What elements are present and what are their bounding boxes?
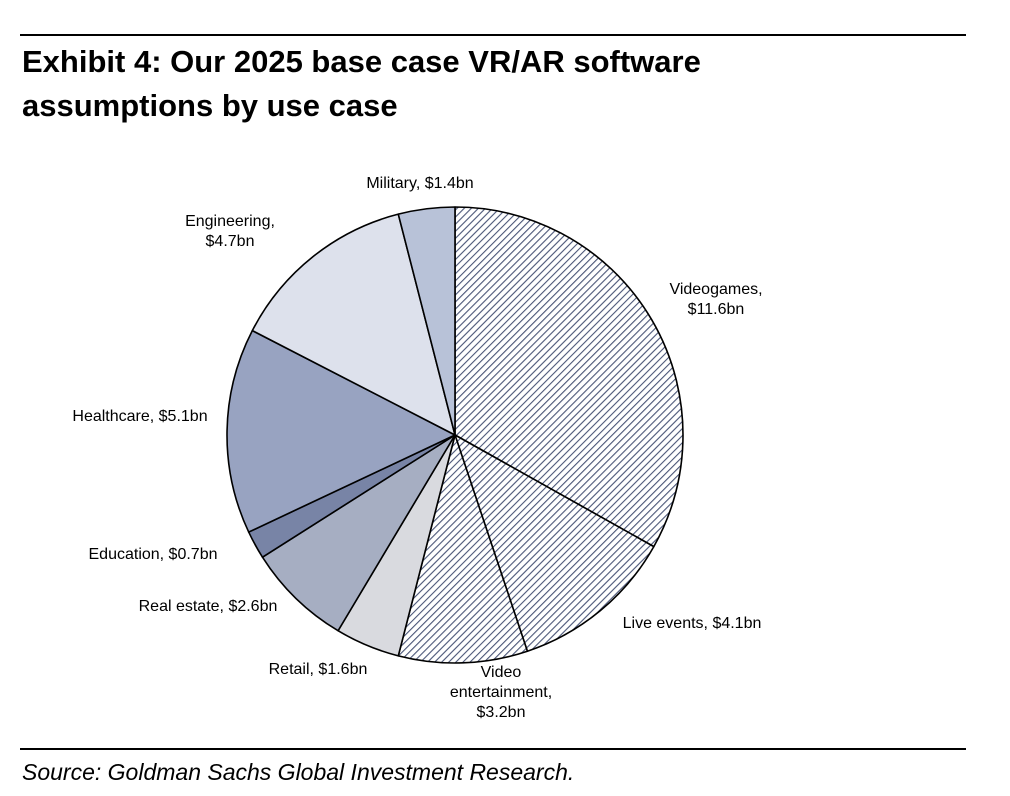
- label-videogames-line-1: Videogames,: [669, 281, 762, 298]
- label-engineering-line-2: $4.7bn: [206, 233, 255, 250]
- label-engineering-line-1: Engineering,: [185, 213, 275, 230]
- label-videogames: Videogames, $11.6bn: [669, 281, 762, 318]
- chart-title-line-1: Exhibit 4: Our 2025 base case VR/AR soft…: [22, 44, 701, 79]
- label-military: Military, $1.4bn: [366, 175, 473, 192]
- label-healthcare-line-1: Healthcare, $5.1bn: [72, 408, 207, 425]
- chart-title: Exhibit 4: Our 2025 base case VR/AR soft…: [22, 40, 922, 128]
- pie-slices: [226, 206, 684, 664]
- label-education-line-1: Education, $0.7bn: [89, 546, 218, 563]
- label-video-entertainment-line-2: entertainment,: [450, 684, 552, 701]
- label-retail-line-1: Retail, $1.6bn: [269, 661, 368, 678]
- source-note: Source: Goldman Sachs Global Investment …: [22, 759, 575, 785]
- label-live-events-line-1: Live events, $4.1bn: [623, 615, 762, 632]
- pie-labels: Videogames, $11.6bn Live events, $4.1bn Vid…: [72, 175, 762, 721]
- label-retail: Retail, $1.6bn: [269, 661, 368, 678]
- label-real-estate: Real estate, $2.6bn: [139, 598, 278, 615]
- chart-title-line-2: assumptions by use case: [22, 88, 398, 123]
- label-video-entertainment-line-1: Video: [481, 664, 522, 681]
- label-education: Education, $0.7bn: [89, 546, 218, 563]
- label-video-entertainment-line-3: $3.2bn: [477, 704, 526, 721]
- slice-videogames: [454, 206, 684, 548]
- slice-video-entertainment: [397, 434, 529, 664]
- slice-military: [397, 206, 456, 436]
- label-video-entertainment: Video entertainment, $3.2bn: [450, 664, 552, 721]
- label-healthcare: Healthcare, $5.1bn: [72, 408, 207, 425]
- slice-healthcare: [226, 329, 456, 533]
- slice-real-estate: [261, 434, 456, 632]
- label-real-estate-line-1: Real estate, $2.6bn: [139, 598, 278, 615]
- label-videogames-line-2: $11.6bn: [688, 301, 745, 318]
- slice-engineering: [251, 213, 456, 436]
- label-engineering: Engineering, $4.7bn: [185, 213, 275, 250]
- bottom-rule: [20, 748, 966, 750]
- top-rule: [20, 34, 966, 36]
- label-live-events: Live events, $4.1bn: [623, 615, 762, 632]
- slice-live-events: [454, 434, 655, 652]
- label-military-line-1: Military, $1.4bn: [366, 175, 473, 192]
